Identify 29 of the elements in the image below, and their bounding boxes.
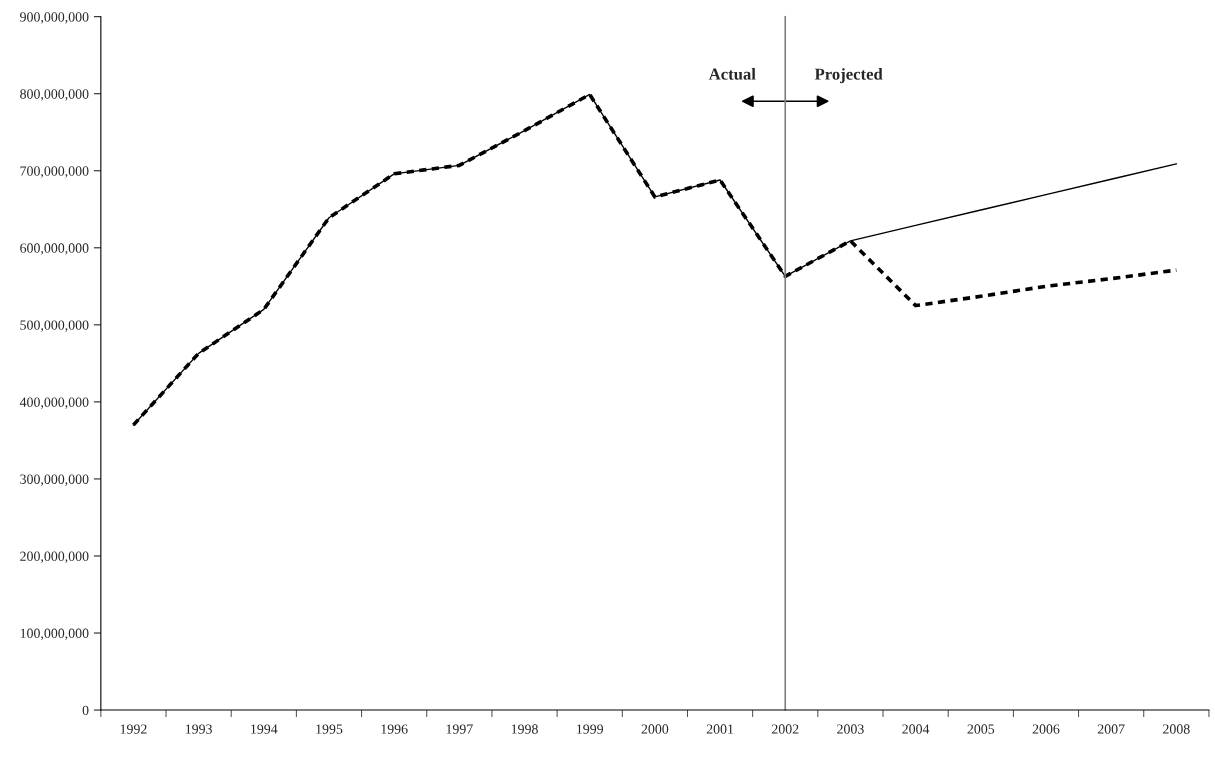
y-tick-label: 700,000,000 — [20, 166, 89, 178]
x-tick-label: 2008 — [1163, 724, 1190, 734]
annotation: Actual — [708, 68, 756, 80]
x-tick-label: 2000 — [641, 724, 669, 734]
x-tick-label: 2003 — [837, 724, 864, 734]
y-tick-label: 900,000,000 — [20, 12, 89, 24]
x-tick-label: 2004 — [902, 724, 930, 734]
x-tick-label: 1994 — [251, 724, 278, 734]
x-tick-label: 1997 — [446, 724, 473, 734]
x-tick-label: 2007 — [1097, 724, 1125, 734]
x-tick-label: 1992 — [120, 724, 147, 734]
x-tick-label: 2001 — [706, 724, 734, 734]
x-tick-label: 1998 — [511, 724, 538, 734]
y-tick-label: 800,000,000 — [20, 89, 89, 101]
y-tick-label: 600,000,000 — [20, 243, 89, 255]
x-tick-label: 1995 — [316, 724, 343, 734]
annotation: Projected — [814, 68, 883, 84]
y-tick-label: 100,000,000 — [20, 628, 89, 640]
x-tick-label: 1999 — [577, 724, 604, 734]
y-tick-label: 200,000,000 — [20, 551, 89, 563]
y-tick-label: 0 — [82, 705, 89, 716]
x-tick-label: 2006 — [1032, 724, 1060, 734]
x-tick-label: 2002 — [771, 724, 799, 734]
x-tick-label: 1996 — [381, 724, 408, 734]
y-tick-label: 500,000,000 — [20, 320, 89, 332]
y-tick-label: 400,000,000 — [19, 397, 89, 409]
x-tick-label: 1993 — [185, 724, 212, 734]
y-tick-label: 300,000,000 — [20, 474, 89, 486]
x-tick-label: 2005 — [967, 724, 995, 734]
